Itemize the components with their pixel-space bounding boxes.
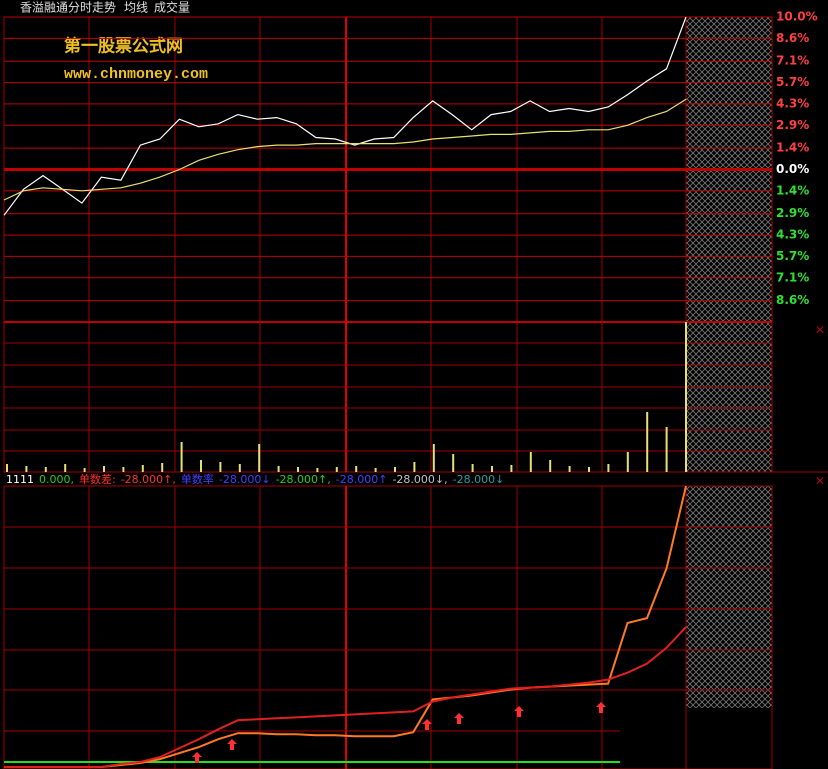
y-tick-label: 1.4% [776,183,809,197]
volume-bar [510,465,513,472]
y-tick-label: 5.7% [776,249,809,263]
volume-bar [355,466,358,472]
volume-bar [549,460,552,472]
volume-bar [297,467,299,472]
y-tick-label: 0.0% [776,162,809,176]
volume-bar [374,468,377,472]
volume-bar [646,412,649,472]
y-tick-label: 4.3% [776,228,809,242]
volume-bar [200,460,202,472]
volume-bar [588,467,590,472]
volume-bar [277,466,280,472]
volume-bar [180,442,183,472]
legend-item: -28.000↓ [453,473,505,486]
volume-bar [471,464,474,472]
volume-bar [626,452,629,472]
y-tick-label: 2.9% [776,118,809,132]
header-item: 均线 [124,1,148,15]
legend-item: -28.000↑ [336,473,388,486]
volume-bar [44,467,47,472]
y-tick-label: 7.1% [776,54,809,68]
y-tick-label: 4.3% [776,96,809,110]
series-line [4,626,687,768]
volume-bar [141,465,144,472]
y-tick-label: 8.6% [776,293,809,307]
legend-item: 单数差: [79,472,116,486]
y-tick-label: 2.9% [776,206,809,220]
volume-bar [335,467,338,472]
header-title: 香溢融通分时走势 [20,1,116,15]
legend-item: 0.000, [39,473,74,486]
volume-bar [6,464,8,472]
volume-bar [607,464,610,472]
volume-bar [122,467,125,472]
y-tick-label: 1.4% [776,141,809,155]
header-item: 成交量 [154,0,190,15]
y-tick-label: 5.7% [776,75,809,89]
volume-bar [161,463,164,472]
volume-bar [491,466,493,472]
legend-item: -28.000↓ [219,473,271,486]
legend-item: -28.000↑, [121,473,176,486]
future-area [686,17,772,472]
close-icon[interactable]: × [815,323,825,337]
legend-item: -28.000↓, [392,473,447,486]
watermark-name: 第一股票公式网 [64,36,183,57]
volume-bar [529,452,532,472]
volume-bar [394,467,396,472]
volume-bar [219,462,222,472]
legend-item: 单数率 [181,472,214,486]
volume-bar [432,444,435,472]
future-area [686,486,772,708]
volume-bar [685,322,687,472]
series-line [3,98,687,201]
close-icon[interactable]: × [815,474,825,488]
volume-bar [238,464,241,472]
watermark-url: www.chnmoney.com [64,66,208,83]
arrows [192,702,606,763]
y-tick-label: 10.0% [776,10,818,24]
series-line [3,16,687,216]
volume-bar [83,468,86,472]
volume-bar [452,454,455,472]
volume-bar [25,466,28,472]
volume-bar [413,462,416,472]
y-tick-label: 8.6% [776,31,809,45]
legend-item: -28.000↑, [276,473,331,486]
volume-bar [103,466,105,472]
legend-item: 1111 [6,473,34,486]
volume-bar [316,468,319,472]
volume-bar [64,464,67,472]
volume-bar [568,466,571,472]
volume-bar [665,427,668,472]
y-tick-label: 7.1% [776,270,809,284]
volume-bar [258,444,261,472]
